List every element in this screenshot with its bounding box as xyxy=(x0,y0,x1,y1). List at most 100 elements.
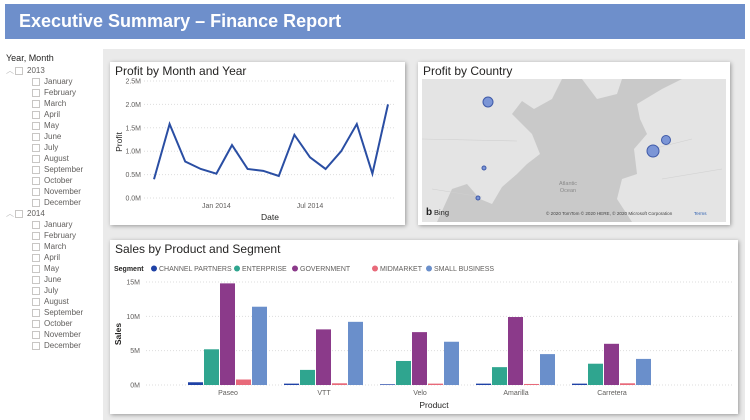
slicer-month-item[interactable]: November xyxy=(6,329,106,340)
map-bubble[interactable] xyxy=(475,195,481,201)
collapse-chevron-icon[interactable]: ︿ xyxy=(6,209,14,218)
slicer-month-item[interactable]: December xyxy=(6,340,106,351)
checkbox[interactable] xyxy=(32,77,40,86)
month-label: February xyxy=(44,231,77,240)
checkbox[interactable] xyxy=(15,66,23,75)
month-label: June xyxy=(44,275,62,284)
bar xyxy=(588,363,603,385)
map-bubble[interactable] xyxy=(481,165,487,171)
slicer-month-item[interactable]: August xyxy=(6,296,106,307)
y-axis-title: Sales xyxy=(113,323,123,345)
bar xyxy=(476,383,491,385)
page-title: Executive Summary – Finance Report xyxy=(19,11,342,31)
checkbox[interactable] xyxy=(32,231,40,240)
checkbox[interactable] xyxy=(32,297,40,306)
legend-marker xyxy=(151,265,157,272)
slicer-month-item[interactable]: February xyxy=(6,87,106,98)
data-point xyxy=(339,149,343,153)
data-point xyxy=(152,177,156,181)
checkbox[interactable] xyxy=(32,143,40,152)
data-point xyxy=(199,167,203,171)
checkbox[interactable] xyxy=(32,110,40,119)
checkbox[interactable] xyxy=(32,275,40,284)
slicer-month-item[interactable]: July xyxy=(6,285,106,296)
slicer-month-item[interactable]: April xyxy=(6,252,106,263)
data-point xyxy=(324,167,328,171)
bar xyxy=(380,384,395,385)
checkbox[interactable] xyxy=(32,253,40,262)
slicer-month-item[interactable]: April xyxy=(6,109,106,120)
slicer-month-item[interactable]: June xyxy=(6,131,106,142)
bar xyxy=(604,343,619,385)
checkbox[interactable] xyxy=(32,341,40,350)
checkbox[interactable] xyxy=(32,99,40,108)
ocean-label: Ocean xyxy=(560,188,576,194)
slicer-month-item[interactable]: November xyxy=(6,186,106,197)
slicer-month-item[interactable]: June xyxy=(6,274,106,285)
bar xyxy=(524,383,539,385)
y-axis-title: Profit xyxy=(114,131,124,151)
slicer-month-item[interactable]: December xyxy=(6,197,106,208)
month-label: March xyxy=(44,242,67,251)
slicer-month-item[interactable]: March xyxy=(6,98,106,109)
slicer-month-item[interactable]: May xyxy=(6,120,106,131)
slicer-month-item[interactable]: January xyxy=(6,219,106,230)
y-tick-label: 2.0M xyxy=(125,102,141,109)
checkbox[interactable] xyxy=(32,220,40,229)
y-tick-label: 5M xyxy=(130,348,140,355)
slicer-month-item[interactable]: February xyxy=(6,230,106,241)
year-label: 2013 xyxy=(27,66,45,75)
checkbox[interactable] xyxy=(15,209,23,218)
checkbox[interactable] xyxy=(32,132,40,141)
map-title: Profit by Country xyxy=(423,64,513,78)
bar xyxy=(540,354,555,385)
month-label: May xyxy=(44,121,60,130)
checkbox[interactable] xyxy=(32,198,40,207)
slicer-month-item[interactable]: July xyxy=(6,142,106,153)
bar xyxy=(396,360,411,385)
checkbox[interactable] xyxy=(32,319,40,328)
map-bubble[interactable] xyxy=(661,135,671,145)
map-canvas[interactable]: Atlantic Ocean b Bing © 2020 TomTom © 20… xyxy=(422,79,726,222)
slicer-month-item[interactable]: January xyxy=(6,76,106,87)
checkbox[interactable] xyxy=(32,165,40,174)
map-bubble[interactable] xyxy=(482,96,494,108)
profit-line xyxy=(153,104,389,180)
month-label: October xyxy=(44,176,73,185)
slicer-month-item[interactable]: September xyxy=(6,164,106,175)
month-label: April xyxy=(44,110,61,119)
checkbox[interactable] xyxy=(32,308,40,317)
checkbox[interactable] xyxy=(32,121,40,130)
checkbox[interactable] xyxy=(32,88,40,97)
x-tick-label: Velo xyxy=(413,390,427,397)
checkbox[interactable] xyxy=(32,176,40,185)
checkbox[interactable] xyxy=(32,187,40,196)
collapse-chevron-icon[interactable]: ︿ xyxy=(6,66,14,75)
data-point xyxy=(370,172,374,176)
checkbox[interactable] xyxy=(32,264,40,273)
checkbox[interactable] xyxy=(32,330,40,339)
x-tick-label: Amarilla xyxy=(503,390,528,397)
slicer-month-item[interactable]: May xyxy=(6,263,106,274)
bing-logo-icon: b xyxy=(426,207,432,218)
slicer-month-item[interactable]: March xyxy=(6,241,106,252)
slicer-month-item[interactable]: August xyxy=(6,153,106,164)
bar xyxy=(220,283,235,385)
month-label: July xyxy=(44,286,59,295)
bar xyxy=(572,383,587,385)
checkbox[interactable] xyxy=(32,286,40,295)
checkbox[interactable] xyxy=(32,242,40,251)
slicer-year-2013[interactable]: ︿ 2013 xyxy=(6,65,106,76)
slicer-month-item[interactable]: October xyxy=(6,175,106,186)
map-bubble[interactable] xyxy=(646,144,660,158)
slicer-year-2014[interactable]: ︿ 2014 xyxy=(6,208,106,219)
checkbox[interactable] xyxy=(32,154,40,163)
bar xyxy=(284,383,299,385)
legend-marker xyxy=(292,265,298,272)
legend-marker xyxy=(372,265,378,272)
slicer-month-item[interactable]: September xyxy=(6,307,106,318)
month-label: September xyxy=(44,308,84,317)
terms-link[interactable]: Terms xyxy=(694,211,707,216)
slicer-month-item[interactable]: October xyxy=(6,318,106,329)
legend-item: MIDMARKET xyxy=(380,266,423,273)
